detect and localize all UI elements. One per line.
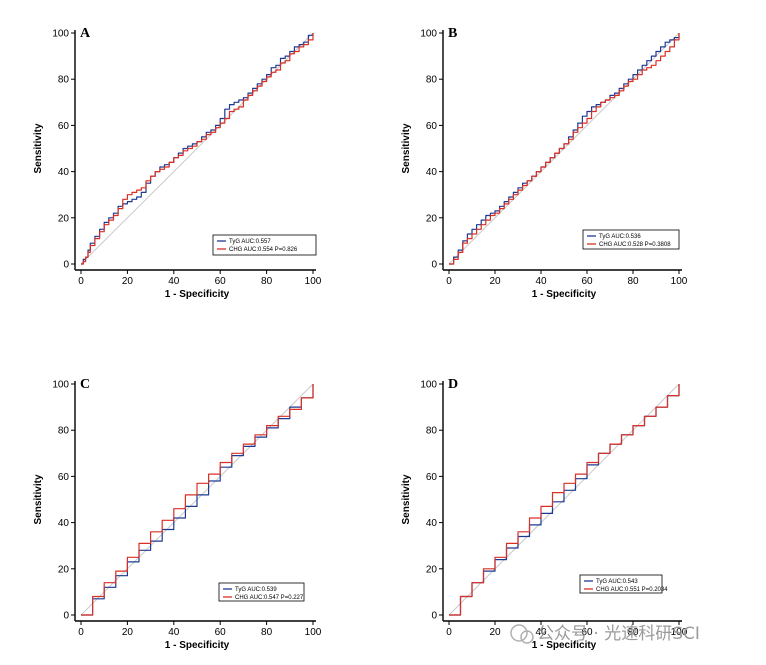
panel-letter: A: [80, 26, 91, 41]
legend-box: [212, 234, 317, 256]
y-tick-label: 40: [58, 518, 70, 529]
y-tick-label: 80: [426, 75, 438, 86]
legend-label-tyg: TyG AUC:0.557: [229, 239, 271, 245]
y-tick-label: 60: [426, 121, 438, 132]
panel-letter: D: [448, 377, 458, 392]
y-tick-label: 100: [420, 29, 437, 40]
roc-curve-chg: [449, 384, 680, 616]
panel-d: 0 20 40 60 80 100 0 20 40 60 80 100 1 - Specificity S…: [401, 377, 688, 651]
y-axis-title: Sensitivity: [401, 474, 412, 524]
y-tick-label: 60: [58, 121, 70, 132]
panel-letter: C: [80, 377, 90, 392]
x-tick-label: 40: [535, 276, 547, 287]
legend-box: [218, 582, 305, 602]
legend-label-tyg: TyG AUC:0.539: [235, 587, 277, 593]
x-tick-label: 60: [581, 276, 593, 287]
x-tick-label: 0: [78, 276, 84, 287]
x-tick-label: 0: [446, 276, 452, 287]
x-axis-title: 1 - Specificity: [165, 640, 230, 651]
legend-box: [582, 229, 680, 250]
legend-label-chg: CHG AUC:0.547 P=0.227: [235, 595, 304, 601]
x-tick-label: 40: [535, 627, 547, 638]
y-tick-label: 100: [52, 380, 69, 391]
y-tick-label: 20: [58, 564, 70, 575]
x-tick-label: 20: [489, 627, 501, 638]
legend-label-chg: CHG AUC:0.528 P=0.3808: [599, 242, 671, 248]
x-tick-label: 80: [261, 276, 273, 287]
y-axis-title: Sensitivity: [33, 474, 44, 524]
panel-a: 0 20 40 60 80 100 0 20 40 60 80 100 1 - Specificity S…: [33, 26, 322, 300]
x-tick-label: 40: [168, 276, 180, 287]
x-tick-label: 0: [446, 627, 452, 638]
y-tick-label: 60: [426, 472, 438, 483]
y-axis-title: Sensitivity: [33, 123, 44, 173]
x-tick-label: 60: [581, 627, 593, 638]
x-tick-label: 20: [122, 627, 134, 638]
x-tick-label: 0: [78, 627, 84, 638]
y-tick-label: 40: [426, 167, 438, 178]
roc-curve-chg: [81, 33, 314, 265]
watermark-text: 公众号 · 光速科研SCI: [537, 624, 700, 644]
x-tick-label: 80: [261, 627, 273, 638]
wechat-icon: [510, 624, 528, 642]
legend: TyG AUC:0.536 CHG AUC:0.528 P=0.3808: [582, 229, 680, 250]
x-tick-label: 80: [627, 627, 639, 638]
y-tick-label: 80: [426, 426, 438, 437]
x-axis-title: 1 - Specificity: [532, 289, 597, 300]
x-tick-label: 100: [305, 276, 322, 287]
panel-c: 0 20 40 60 80 100 0 20 40 60 80 100 1 - Specificity S…: [33, 377, 322, 651]
y-tick-label: 20: [426, 564, 438, 575]
legend: TyG AUC:0.539 CHG AUC:0.547 P=0.227: [218, 582, 305, 602]
x-tick-label: 20: [122, 276, 134, 287]
roc-curve-chg: [449, 33, 680, 265]
x-tick-label: 60: [215, 276, 227, 287]
panel-letter: B: [448, 26, 457, 41]
y-tick-label: 0: [431, 611, 437, 622]
y-tick-label: 40: [426, 518, 438, 529]
y-tick-label: 20: [58, 213, 70, 224]
y-tick-label: 0: [63, 611, 69, 622]
roc-curve-chg: [81, 384, 314, 616]
x-tick-label: 100: [671, 627, 688, 638]
x-tick-label: 40: [168, 627, 180, 638]
watermark: 公众号 · 光速科研SCI: [510, 624, 700, 644]
x-axis-title: 1 - Specificity: [532, 640, 597, 651]
x-tick-label: 20: [489, 276, 501, 287]
y-tick-label: 100: [52, 29, 69, 40]
y-tick-label: 20: [426, 213, 438, 224]
y-tick-label: 0: [431, 260, 437, 271]
legend-label-tyg: TyG AUC:0.543: [596, 579, 638, 585]
legend-label-tyg: TyG AUC:0.536: [599, 234, 641, 240]
x-axis-title: 1 - Specificity: [165, 289, 230, 300]
y-tick-label: 60: [58, 472, 70, 483]
x-tick-label: 100: [671, 276, 688, 287]
y-tick-label: 80: [58, 75, 70, 86]
legend-label-chg: CHG AUC:0.551 P=0.2034: [596, 587, 668, 593]
y-axis-title: Sensitivity: [401, 123, 412, 173]
y-tick-label: 100: [420, 380, 437, 391]
y-tick-label: 40: [58, 167, 70, 178]
x-tick-label: 100: [305, 627, 322, 638]
legend: TyG AUC:0.543 CHG AUC:0.551 P=0.2034: [579, 574, 668, 594]
x-tick-label: 60: [215, 627, 227, 638]
wechat-icon-bubble: [520, 630, 534, 644]
legend-label-chg: CHG AUC:0.554 P=0.826: [229, 247, 298, 253]
x-tick-label: 80: [627, 276, 639, 287]
y-tick-label: 0: [63, 260, 69, 271]
legend-box: [579, 574, 663, 594]
legend: TyG AUC:0.557 CHG AUC:0.554 P=0.826: [212, 234, 317, 256]
reference-diagonal: [80, 32, 314, 265]
panel-b: 0 20 40 60 80 100 0 20 40 60 80 100 1 - Specificity S…: [401, 26, 688, 300]
y-tick-label: 80: [58, 426, 70, 437]
